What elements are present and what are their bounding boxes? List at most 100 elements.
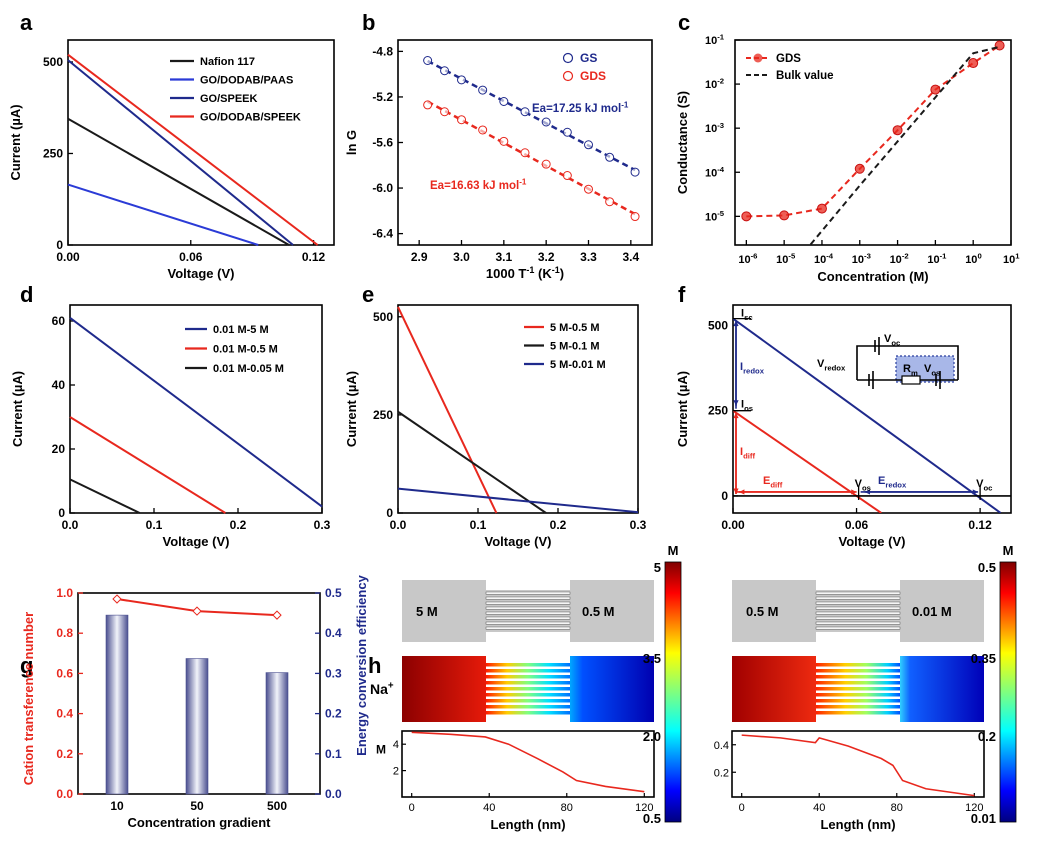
nanochannel [815,596,901,600]
bar [265,672,289,795]
data-point [562,171,572,181]
series-line [67,59,294,246]
data-point [423,56,433,65]
y-tick-label: 20 [52,442,66,456]
y-tick-label: 0 [721,489,728,503]
legend-entry: 0.01 M-0.05 M [213,363,284,375]
x-tick-label: 120 [965,802,983,814]
series-line [69,316,323,508]
y-axis-label-right: Energy conversion efficiency [354,574,369,755]
data-point [520,107,530,117]
data-point [605,197,615,207]
circuit-label-voc: Voc [884,333,901,347]
y-tick-label: 0.6 [56,666,73,680]
legend-entry: 5 M-0.5 M [550,322,600,334]
series-line [69,416,226,514]
data-point [630,167,640,177]
y-tick-label: 0.4 [56,707,73,721]
data-point [520,148,530,158]
nanochannel [485,611,571,615]
heatmap-channel [486,699,570,703]
y-tick-label: 10-3 [705,121,724,135]
x-tick-label: 50 [190,799,204,813]
circuit-wire-top [856,345,959,369]
heatmap-channel [816,681,900,685]
y-tick-label-right: 0.3 [325,666,342,680]
y-tick-label: 10-4 [705,165,725,179]
nanochannel [485,591,571,595]
data-point [423,100,433,110]
legend-entry: GDS [776,53,801,65]
nanochannel [815,616,901,620]
x-tick-label: 40 [483,802,495,814]
resistor [901,375,921,385]
y-tick-label: 10-5 [705,209,725,223]
channel-block [486,590,570,632]
x-tick-label: 100 [965,252,982,266]
data-point [499,97,509,106]
x-tick-label: 3.3 [580,250,597,264]
circuit-label-vos: Vos [924,363,940,377]
legend-entry: 5 M-0.01 M [550,359,606,371]
series-line [809,45,1000,246]
profile-line [411,731,645,793]
x-tick-label: 120 [635,802,653,814]
x-tick-label: 10-1 [927,252,947,266]
x-axis-label: Concentration (M) [817,269,928,284]
x-tick-label: 0.00 [56,250,80,264]
y-tick-label: 10-1 [705,33,725,47]
heatmap-channel [816,669,900,673]
data-point [192,606,202,616]
reservoir-left [402,580,486,642]
data-point [779,210,790,221]
x-tick-label: 10-3 [852,252,871,266]
data-point [499,136,509,146]
reservoir-right-label: 0.5 M [582,604,615,619]
y-tick-label: -5.2 [372,90,393,104]
nanochannel [815,606,901,610]
y-axis-label: ln G [344,130,359,155]
profile-line [741,734,975,797]
y-tick-label: 0 [56,238,63,252]
heatmap-channel [816,687,900,691]
y-tick-label: 250 [373,408,393,422]
y-tick-label: 0.4 [714,740,729,752]
heatmap-channel [486,675,570,679]
x-tick-label: 0.06 [845,518,869,532]
y-axis-label: Current (µA) [344,371,359,447]
reservoir-left-label: 5 M [416,604,438,619]
panel-letter-c: c [678,10,690,35]
panel-letter-h: h [368,653,381,678]
y-tick-label-right: 0.0 [325,787,342,801]
series-line [67,183,259,246]
data-point [854,163,865,174]
x-tick-label: 0.0 [390,518,407,532]
series-line [397,487,639,514]
plot-frame-d [69,304,323,514]
y-tick-label: 500 [373,310,393,324]
data-point [478,85,488,95]
x-tick-label: 3.4 [622,250,639,264]
data-point [112,594,122,604]
i-diff-arrow-b-head [733,488,739,494]
x-tick-label: 0 [739,802,745,814]
legend-entry: GO/SPEEK [200,93,258,105]
fit-line [427,59,636,172]
reservoir-right-label: 0.01 M [912,604,952,619]
annotation-ea-gs: Ea=17.25 kJ mol-1 [532,100,629,115]
x-tick-label: 3.0 [453,250,470,264]
reservoir-right [570,580,654,642]
profile-ylabel: M [376,742,386,756]
label-isc: Isc [741,308,753,322]
data-point [994,40,1005,51]
y-tick-label: 250 [708,404,728,418]
x-axis-label: Concentration gradient [127,815,271,830]
bar [105,614,129,795]
legend-entry: 0.01 M-0.5 M [213,344,278,356]
colorbar-unit: M [668,543,679,558]
series-line [67,53,319,246]
x-tick-label: 0.3 [314,518,331,532]
heatmap-channel [816,663,900,667]
legend-entry: 0.01 M-5 M [213,324,269,336]
